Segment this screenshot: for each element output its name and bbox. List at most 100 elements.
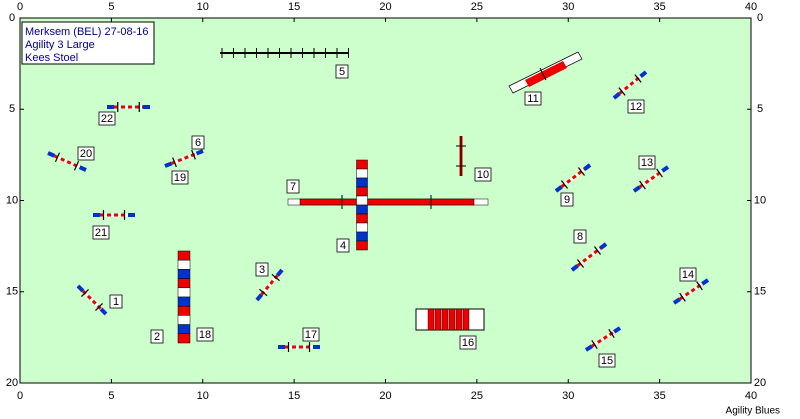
pole xyxy=(259,288,268,297)
wing xyxy=(570,264,579,272)
segment xyxy=(177,315,191,325)
obstacle-number-box xyxy=(598,353,616,368)
obstacle-number-box xyxy=(286,179,300,194)
obstacle-number: 15 xyxy=(601,355,613,367)
obstacle-number-box xyxy=(150,329,164,344)
segment xyxy=(356,177,368,188)
info-frame xyxy=(21,21,155,65)
segment xyxy=(356,204,368,215)
jump xyxy=(612,70,648,100)
segment xyxy=(177,296,191,307)
segment xyxy=(356,213,368,224)
jump xyxy=(255,268,284,302)
wing xyxy=(701,278,710,286)
pole xyxy=(608,328,615,339)
segment xyxy=(177,305,191,316)
obstacle-number-box xyxy=(524,91,542,106)
y-tick-label: 0 xyxy=(9,12,15,24)
wing xyxy=(99,307,108,316)
segment xyxy=(177,269,191,279)
obstacle-number-box xyxy=(573,229,587,244)
obstacle-number: 1 xyxy=(113,296,119,308)
wing xyxy=(195,149,204,156)
obstacle-number-box xyxy=(171,170,189,185)
obstacle-number: 3 xyxy=(259,264,265,276)
dogwalk xyxy=(299,198,475,206)
obstacle-number: 10 xyxy=(477,169,489,181)
wing xyxy=(661,165,670,173)
obstacle-number: 9 xyxy=(564,194,570,206)
obstacle-number: 6 xyxy=(195,137,201,149)
obstacle-number-box xyxy=(77,146,95,161)
x-tick-label: 10 xyxy=(197,390,209,402)
obstacle-11-center xyxy=(525,61,567,87)
jump xyxy=(570,242,608,272)
obstacle-number: 8 xyxy=(577,231,583,243)
obstacle-number-box xyxy=(335,64,349,79)
pole xyxy=(172,157,177,168)
jump xyxy=(47,151,87,172)
pole xyxy=(618,87,626,96)
jump xyxy=(632,165,670,193)
obstacle-number: 11 xyxy=(527,93,538,105)
obstacle-16-slat xyxy=(455,308,463,331)
obstacle-16-slat xyxy=(448,308,456,331)
segment xyxy=(356,240,368,251)
obstacle-number-box xyxy=(98,111,116,126)
y-tick-label: 20 xyxy=(6,377,18,389)
pole xyxy=(73,160,80,171)
y-tick-label: 20 xyxy=(754,377,766,389)
jump-bar-stripes xyxy=(571,242,607,272)
obstacle-16-slat xyxy=(434,308,442,331)
pole xyxy=(576,259,585,268)
obstacle-number: 7 xyxy=(290,181,296,193)
wing xyxy=(583,163,592,171)
obstacle-number-box xyxy=(638,155,656,170)
obstacle-number-box xyxy=(196,327,214,342)
x-tick-label: 0 xyxy=(17,390,23,402)
x-tick-label: 30 xyxy=(562,390,574,402)
obstacle-number-box xyxy=(191,135,205,150)
wing xyxy=(672,297,681,305)
obstacle-number-box xyxy=(92,225,110,240)
jump xyxy=(672,278,710,305)
obstacle-number-box xyxy=(109,294,123,309)
pole xyxy=(95,303,103,311)
wing xyxy=(47,151,56,158)
segment xyxy=(177,259,191,270)
obstacle-number-box xyxy=(474,167,492,182)
obstacle-number-box xyxy=(627,99,645,114)
pole xyxy=(191,149,196,160)
info-line: Merksem (BEL) 27-08-16 xyxy=(25,26,149,38)
x-tick-label: 15 xyxy=(288,1,300,13)
info-line: Kees Stoel xyxy=(25,52,78,64)
obstacle-number-box xyxy=(336,238,350,253)
wing xyxy=(255,293,264,302)
jump xyxy=(76,284,108,316)
segment xyxy=(356,222,368,233)
segment xyxy=(177,287,191,298)
info-line: Agility 3 Large xyxy=(25,39,95,51)
obstacle-number-box xyxy=(302,327,320,342)
obstacle-number: 2 xyxy=(154,331,160,343)
obstacle-number: 21 xyxy=(95,227,107,239)
x-tick-label: 25 xyxy=(471,390,483,402)
jump-bar-stripes xyxy=(555,163,591,193)
pole xyxy=(560,180,569,189)
pole xyxy=(656,168,663,178)
x-tick-label: 30 xyxy=(562,1,574,13)
x-tick-label: 5 xyxy=(108,1,114,13)
segment xyxy=(177,250,191,261)
x-tick-label: 20 xyxy=(379,1,391,13)
jump xyxy=(164,149,204,168)
pole xyxy=(639,180,646,190)
segment xyxy=(177,278,191,289)
x-tick-label: 5 xyxy=(108,390,114,402)
y-tick-label: 0 xyxy=(757,12,763,24)
wing xyxy=(584,344,593,352)
y-tick-label: 10 xyxy=(6,194,18,206)
x-tick-label: 0 xyxy=(17,1,23,13)
obstacle-number-box xyxy=(255,262,269,277)
x-tick-label: 35 xyxy=(654,1,666,13)
pole xyxy=(679,292,686,302)
